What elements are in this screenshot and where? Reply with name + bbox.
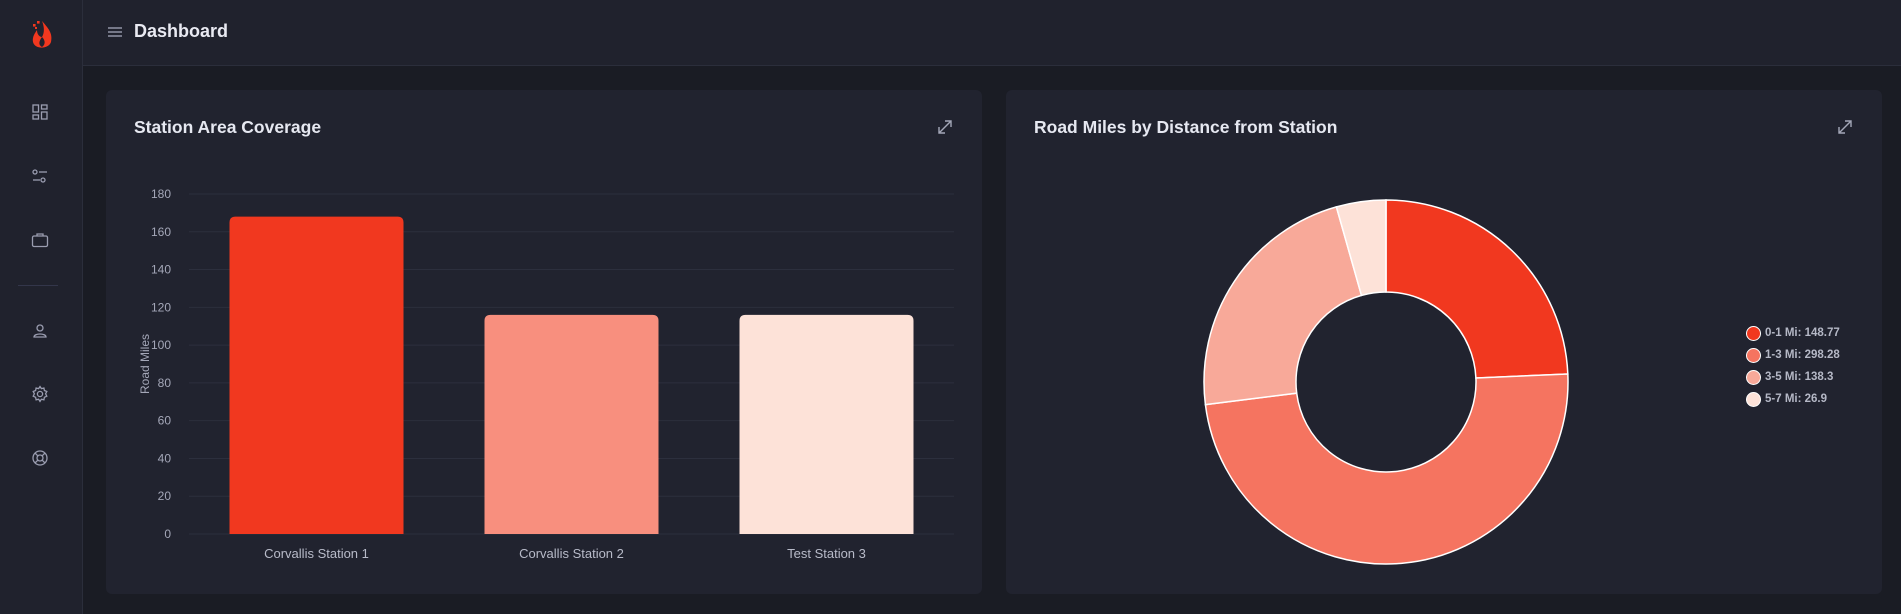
y-tick-label: 100: [151, 338, 171, 352]
y-tick-label: 80: [158, 376, 172, 390]
donut-slice[interactable]: [1385, 199, 1569, 379]
legend-label: 0-1 Mi: 148.77: [1765, 327, 1840, 339]
sidebar-divider: [18, 285, 58, 286]
bar[interactable]: [484, 314, 659, 534]
sidebar: [0, 0, 83, 614]
y-tick-label: 60: [158, 414, 172, 428]
y-tick-label: 160: [151, 225, 171, 239]
station-coverage-card: Station Area Coverage 0 20 40 60 80 100 120 140…: [106, 90, 982, 594]
donut-slice[interactable]: [1335, 199, 1387, 297]
legend-item[interactable]: 0-1 Mi: 148.77: [1746, 322, 1840, 344]
y-tick-label: 140: [151, 263, 171, 277]
bar[interactable]: [739, 314, 914, 534]
donut-slice[interactable]: [1203, 205, 1363, 406]
hamburger-menu-icon[interactable]: [106, 23, 124, 41]
bar-chart-title: Station Area Coverage: [134, 117, 322, 137]
legend-item[interactable]: 1-3 Mi: 298.28: [1746, 344, 1840, 366]
legend-label: 3-5 Mi: 138.3: [1765, 371, 1834, 383]
bar[interactable]: [229, 216, 404, 534]
legend-label: 5-7 Mi: 26.9: [1765, 393, 1827, 405]
user-icon[interactable]: [26, 317, 54, 345]
briefcase-icon[interactable]: [26, 226, 54, 254]
expand-icon[interactable]: [936, 118, 954, 136]
donut-slice[interactable]: [1204, 373, 1569, 565]
x-category-label: Test Station 3: [787, 546, 866, 561]
y-tick-label: 40: [158, 451, 172, 465]
x-category-label: Corvallis Station 1: [264, 546, 369, 561]
y-axis-title: Road Miles: [138, 334, 152, 394]
y-tick-label: 20: [158, 489, 172, 503]
legend-swatch: [1746, 347, 1761, 363]
expand-icon[interactable]: [1836, 118, 1854, 136]
x-category-label: Corvallis Station 2: [519, 546, 624, 561]
road-miles-card: Road Miles by Distance from Station 0-1 …: [1006, 90, 1882, 594]
donut-chart: [1203, 199, 1569, 565]
sliders-icon[interactable]: [26, 162, 54, 190]
settings-gear-icon[interactable]: [26, 380, 54, 408]
y-tick-label: 120: [151, 300, 171, 314]
topbar: Dashboard: [83, 0, 1901, 66]
flame-logo-icon[interactable]: [22, 16, 62, 56]
donut-chart-title: Road Miles by Distance from Station: [1034, 117, 1338, 137]
donut-legend: 0-1 Mi: 148.77 1-3 Mi: 298.28 3-5 Mi: 138.…: [1746, 322, 1840, 410]
y-tick-label: 180: [151, 187, 171, 201]
legend-swatch: [1746, 391, 1761, 407]
legend-swatch: [1746, 325, 1761, 341]
legend-label: 1-3 Mi: 298.28: [1765, 349, 1840, 361]
legend-item[interactable]: 3-5 Mi: 138.3: [1746, 366, 1840, 388]
legend-item[interactable]: 5-7 Mi: 26.9: [1746, 388, 1840, 410]
lifebuoy-icon[interactable]: [26, 444, 54, 472]
legend-swatch: [1746, 369, 1761, 385]
y-tick-label: 0: [164, 527, 171, 541]
page-title: Dashboard: [134, 21, 229, 41]
bar-chart: 0 20 40 60 80 100 120 140 160 180 Road Miles Corval…: [138, 187, 954, 561]
dashboard-grid-icon[interactable]: [26, 98, 54, 126]
